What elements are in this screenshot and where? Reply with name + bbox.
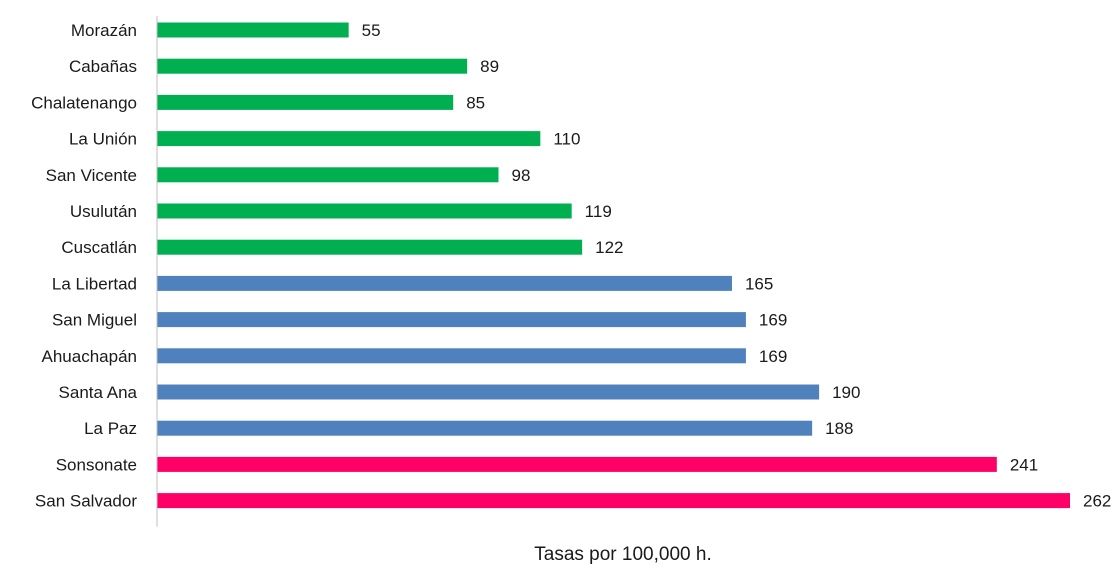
value-label: 262 bbox=[1083, 492, 1111, 511]
value-label: 98 bbox=[512, 166, 531, 185]
value-label: 89 bbox=[480, 57, 499, 76]
category-label: Ahuachapán bbox=[42, 347, 137, 366]
value-label: 190 bbox=[832, 383, 860, 402]
value-label: 188 bbox=[825, 419, 853, 438]
bar bbox=[157, 58, 468, 74]
value-label: 110 bbox=[553, 130, 580, 149]
bar bbox=[157, 312, 746, 328]
category-label: San Miguel bbox=[52, 311, 137, 330]
bar bbox=[157, 420, 813, 436]
category-label: La Paz bbox=[84, 419, 137, 438]
value-label: 169 bbox=[759, 311, 787, 330]
category-label: Santa Ana bbox=[59, 383, 138, 402]
category-label: Cabañas bbox=[69, 57, 137, 76]
bar bbox=[157, 167, 499, 183]
category-label: La Unión bbox=[69, 130, 137, 149]
category-label: Cuscatlán bbox=[61, 238, 137, 257]
category-label: Chalatenango bbox=[31, 93, 137, 112]
value-label: 55 bbox=[362, 21, 381, 40]
bar bbox=[157, 239, 583, 255]
value-label: 119 bbox=[585, 202, 612, 221]
x-axis-title: Tasas por 100,000 h. bbox=[534, 544, 711, 565]
value-label: 165 bbox=[745, 274, 773, 293]
category-label: San Salvador bbox=[35, 492, 137, 511]
category-label: La Libertad bbox=[52, 274, 137, 293]
bars-layer: Morazán 55 Cabañas 89 Chalatenango 85 La Unión… bbox=[31, 21, 1111, 511]
bar bbox=[157, 22, 349, 38]
category-label: Usulután bbox=[70, 202, 137, 221]
value-label: 241 bbox=[1010, 455, 1038, 474]
bar bbox=[157, 131, 541, 147]
value-label: 122 bbox=[595, 238, 623, 257]
category-label: Morazán bbox=[71, 21, 137, 40]
bar bbox=[157, 348, 746, 364]
bar bbox=[157, 456, 997, 472]
category-label: Sonsonate bbox=[56, 455, 137, 474]
value-label: 169 bbox=[759, 347, 787, 366]
value-label: 85 bbox=[466, 93, 485, 112]
category-label: San Vicente bbox=[46, 166, 137, 185]
bar bbox=[157, 384, 820, 400]
bar bbox=[157, 275, 732, 291]
bar bbox=[157, 203, 572, 219]
bar bbox=[157, 493, 1070, 509]
bar bbox=[157, 94, 454, 110]
